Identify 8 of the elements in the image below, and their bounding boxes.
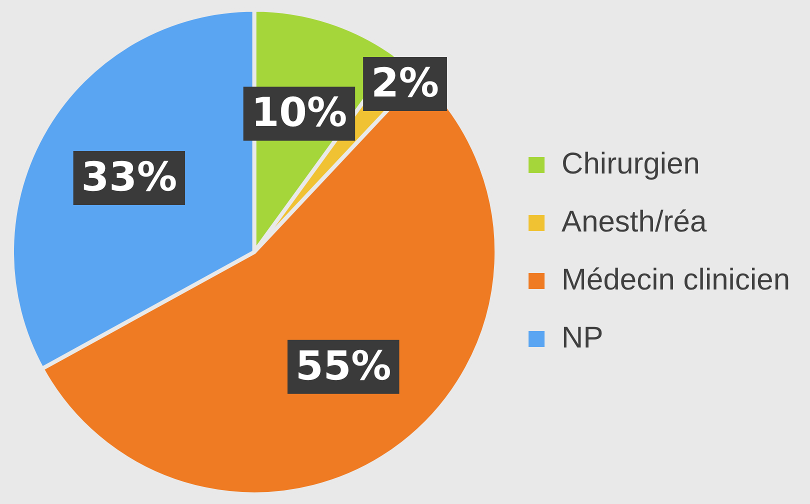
legend-label: Médecin clinicien <box>562 263 790 296</box>
data-label: 10% <box>251 90 348 136</box>
data-label: 33% <box>81 154 178 200</box>
legend-label: Chirurgien <box>562 147 700 180</box>
legend-label: NP <box>562 321 604 354</box>
data-label: 55% <box>296 343 392 390</box>
legend-label: Anesth/réa <box>562 205 707 238</box>
data-label: 2% <box>371 60 439 106</box>
